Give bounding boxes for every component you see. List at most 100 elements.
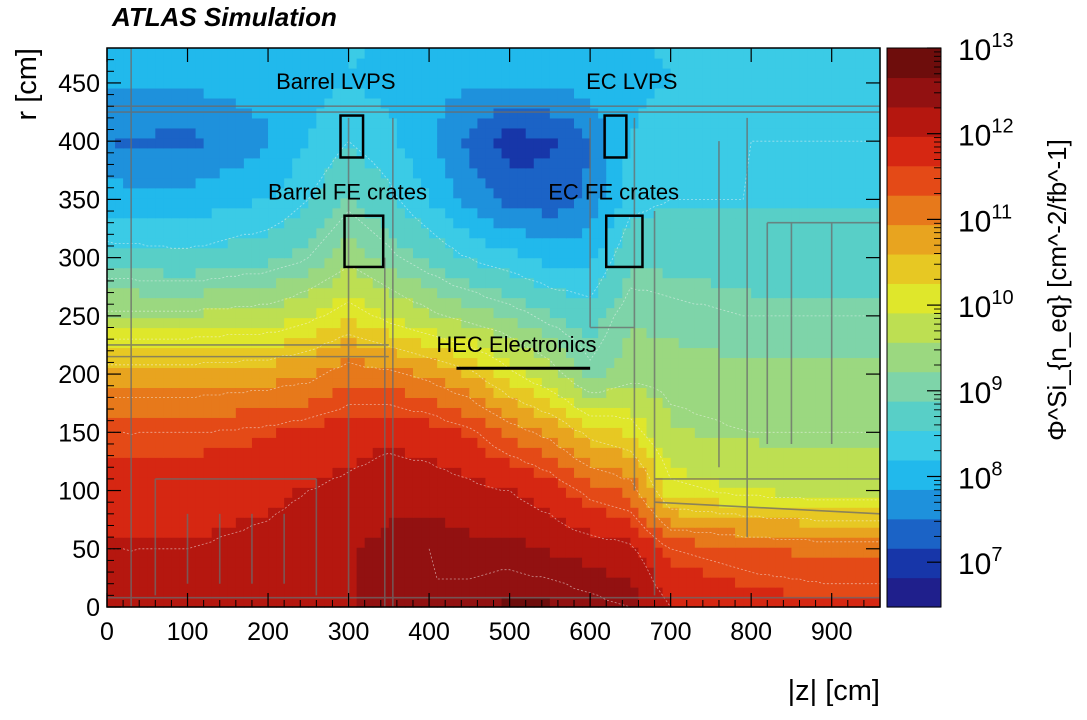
heatmap-cell bbox=[839, 87, 849, 99]
heatmap-cell bbox=[646, 387, 656, 398]
heatmap-cell bbox=[614, 287, 623, 299]
heatmap-cell bbox=[855, 467, 865, 478]
heatmap-cell bbox=[243, 137, 253, 149]
heatmap-cell bbox=[332, 547, 342, 558]
heatmap-cell bbox=[421, 217, 430, 229]
heatmap-cell bbox=[429, 507, 438, 518]
heatmap-cell bbox=[517, 277, 527, 289]
heatmap-cell bbox=[429, 417, 438, 428]
heatmap-cell bbox=[614, 217, 623, 229]
heatmap-cell bbox=[203, 207, 213, 219]
heatmap-cell bbox=[469, 577, 478, 588]
heatmap-cell bbox=[815, 447, 825, 458]
heatmap-cell bbox=[284, 207, 293, 219]
heatmap-cell bbox=[871, 107, 881, 119]
heatmap-cell bbox=[227, 177, 237, 189]
heatmap-cell bbox=[107, 257, 116, 269]
heatmap-cell bbox=[139, 147, 148, 159]
heatmap-cell bbox=[179, 117, 189, 129]
heatmap-cell bbox=[702, 127, 712, 139]
heatmap-cell bbox=[259, 87, 269, 99]
heatmap-cell bbox=[203, 567, 213, 578]
heatmap-cell bbox=[614, 357, 623, 369]
heatmap-cell bbox=[525, 147, 535, 159]
heatmap-cell bbox=[799, 297, 809, 309]
heatmap-cell bbox=[638, 187, 648, 199]
heatmap-cell bbox=[235, 137, 245, 149]
heatmap-cell bbox=[783, 207, 793, 219]
heatmap-cell bbox=[437, 277, 446, 289]
heatmap-cell bbox=[195, 177, 205, 189]
heatmap-cell bbox=[638, 577, 648, 588]
heatmap-cell bbox=[565, 97, 575, 109]
heatmap-cell bbox=[155, 377, 164, 388]
heatmap-cell bbox=[855, 407, 865, 418]
heatmap-cell bbox=[549, 417, 559, 428]
heatmap-cell bbox=[654, 447, 664, 458]
heatmap-cell bbox=[243, 457, 253, 468]
heatmap-cell bbox=[614, 587, 623, 598]
heatmap-cell bbox=[791, 137, 801, 149]
heatmap-cell bbox=[171, 107, 181, 119]
heatmap-cell bbox=[582, 297, 591, 309]
heatmap-cell bbox=[469, 257, 478, 269]
heatmap-cell bbox=[251, 437, 261, 448]
heatmap-cell bbox=[839, 357, 849, 369]
heatmap-cell bbox=[155, 487, 164, 498]
heatmap-cell bbox=[412, 237, 422, 249]
heatmap-cell bbox=[259, 117, 269, 129]
heatmap-cell bbox=[517, 107, 527, 119]
heatmap-cell bbox=[775, 277, 784, 289]
heatmap-cell bbox=[630, 527, 640, 538]
heatmap-cell bbox=[235, 487, 245, 498]
heatmap-cell bbox=[815, 417, 825, 428]
heatmap-cell bbox=[694, 557, 704, 568]
heatmap-cell bbox=[622, 497, 631, 508]
heatmap-cell bbox=[517, 297, 527, 309]
heatmap-cell bbox=[340, 117, 350, 129]
heatmap-cell bbox=[469, 517, 478, 528]
heatmap-cell bbox=[557, 487, 567, 498]
heatmap-cell bbox=[340, 97, 350, 109]
heatmap-cell bbox=[227, 457, 237, 468]
heatmap-cell bbox=[461, 327, 470, 339]
heatmap-cell bbox=[316, 177, 325, 189]
heatmap-cell bbox=[364, 537, 374, 548]
heatmap-cell bbox=[533, 367, 543, 379]
heatmap-cell bbox=[694, 87, 704, 99]
heatmap-cell bbox=[235, 97, 245, 109]
heatmap-cell bbox=[654, 247, 664, 259]
heatmap-cell bbox=[461, 287, 470, 299]
heatmap-cell bbox=[541, 107, 551, 119]
heatmap-cell bbox=[871, 547, 881, 558]
heatmap-cell bbox=[590, 577, 599, 588]
heatmap-cell bbox=[332, 187, 342, 199]
heatmap-cell bbox=[718, 157, 728, 169]
heatmap-cell bbox=[155, 87, 164, 99]
heatmap-cell bbox=[139, 327, 148, 339]
heatmap-cell bbox=[139, 177, 148, 189]
heatmap-cell bbox=[147, 97, 156, 109]
heatmap-cell bbox=[549, 527, 559, 538]
heatmap-cell bbox=[453, 427, 462, 438]
heatmap-cell bbox=[807, 87, 817, 99]
heatmap-cell bbox=[686, 367, 696, 379]
heatmap-cell bbox=[533, 537, 543, 548]
heatmap-cell bbox=[163, 507, 173, 518]
heatmap-cell bbox=[163, 197, 173, 209]
heatmap-cell bbox=[670, 457, 680, 468]
heatmap-cell bbox=[429, 367, 438, 379]
heatmap-cell bbox=[517, 587, 527, 598]
heatmap-cell bbox=[445, 147, 454, 159]
heatmap-cell bbox=[493, 157, 503, 169]
heatmap-cell bbox=[131, 487, 140, 498]
heatmap-cell bbox=[276, 147, 285, 159]
heatmap-cell bbox=[308, 437, 317, 448]
heatmap-cell bbox=[445, 337, 454, 349]
heatmap-cell bbox=[485, 217, 495, 229]
heatmap-cell bbox=[646, 427, 656, 438]
heatmap-cell bbox=[710, 127, 720, 139]
heatmap-cell bbox=[179, 487, 189, 498]
heatmap-cell bbox=[107, 537, 116, 548]
heatmap-cell bbox=[662, 117, 672, 129]
